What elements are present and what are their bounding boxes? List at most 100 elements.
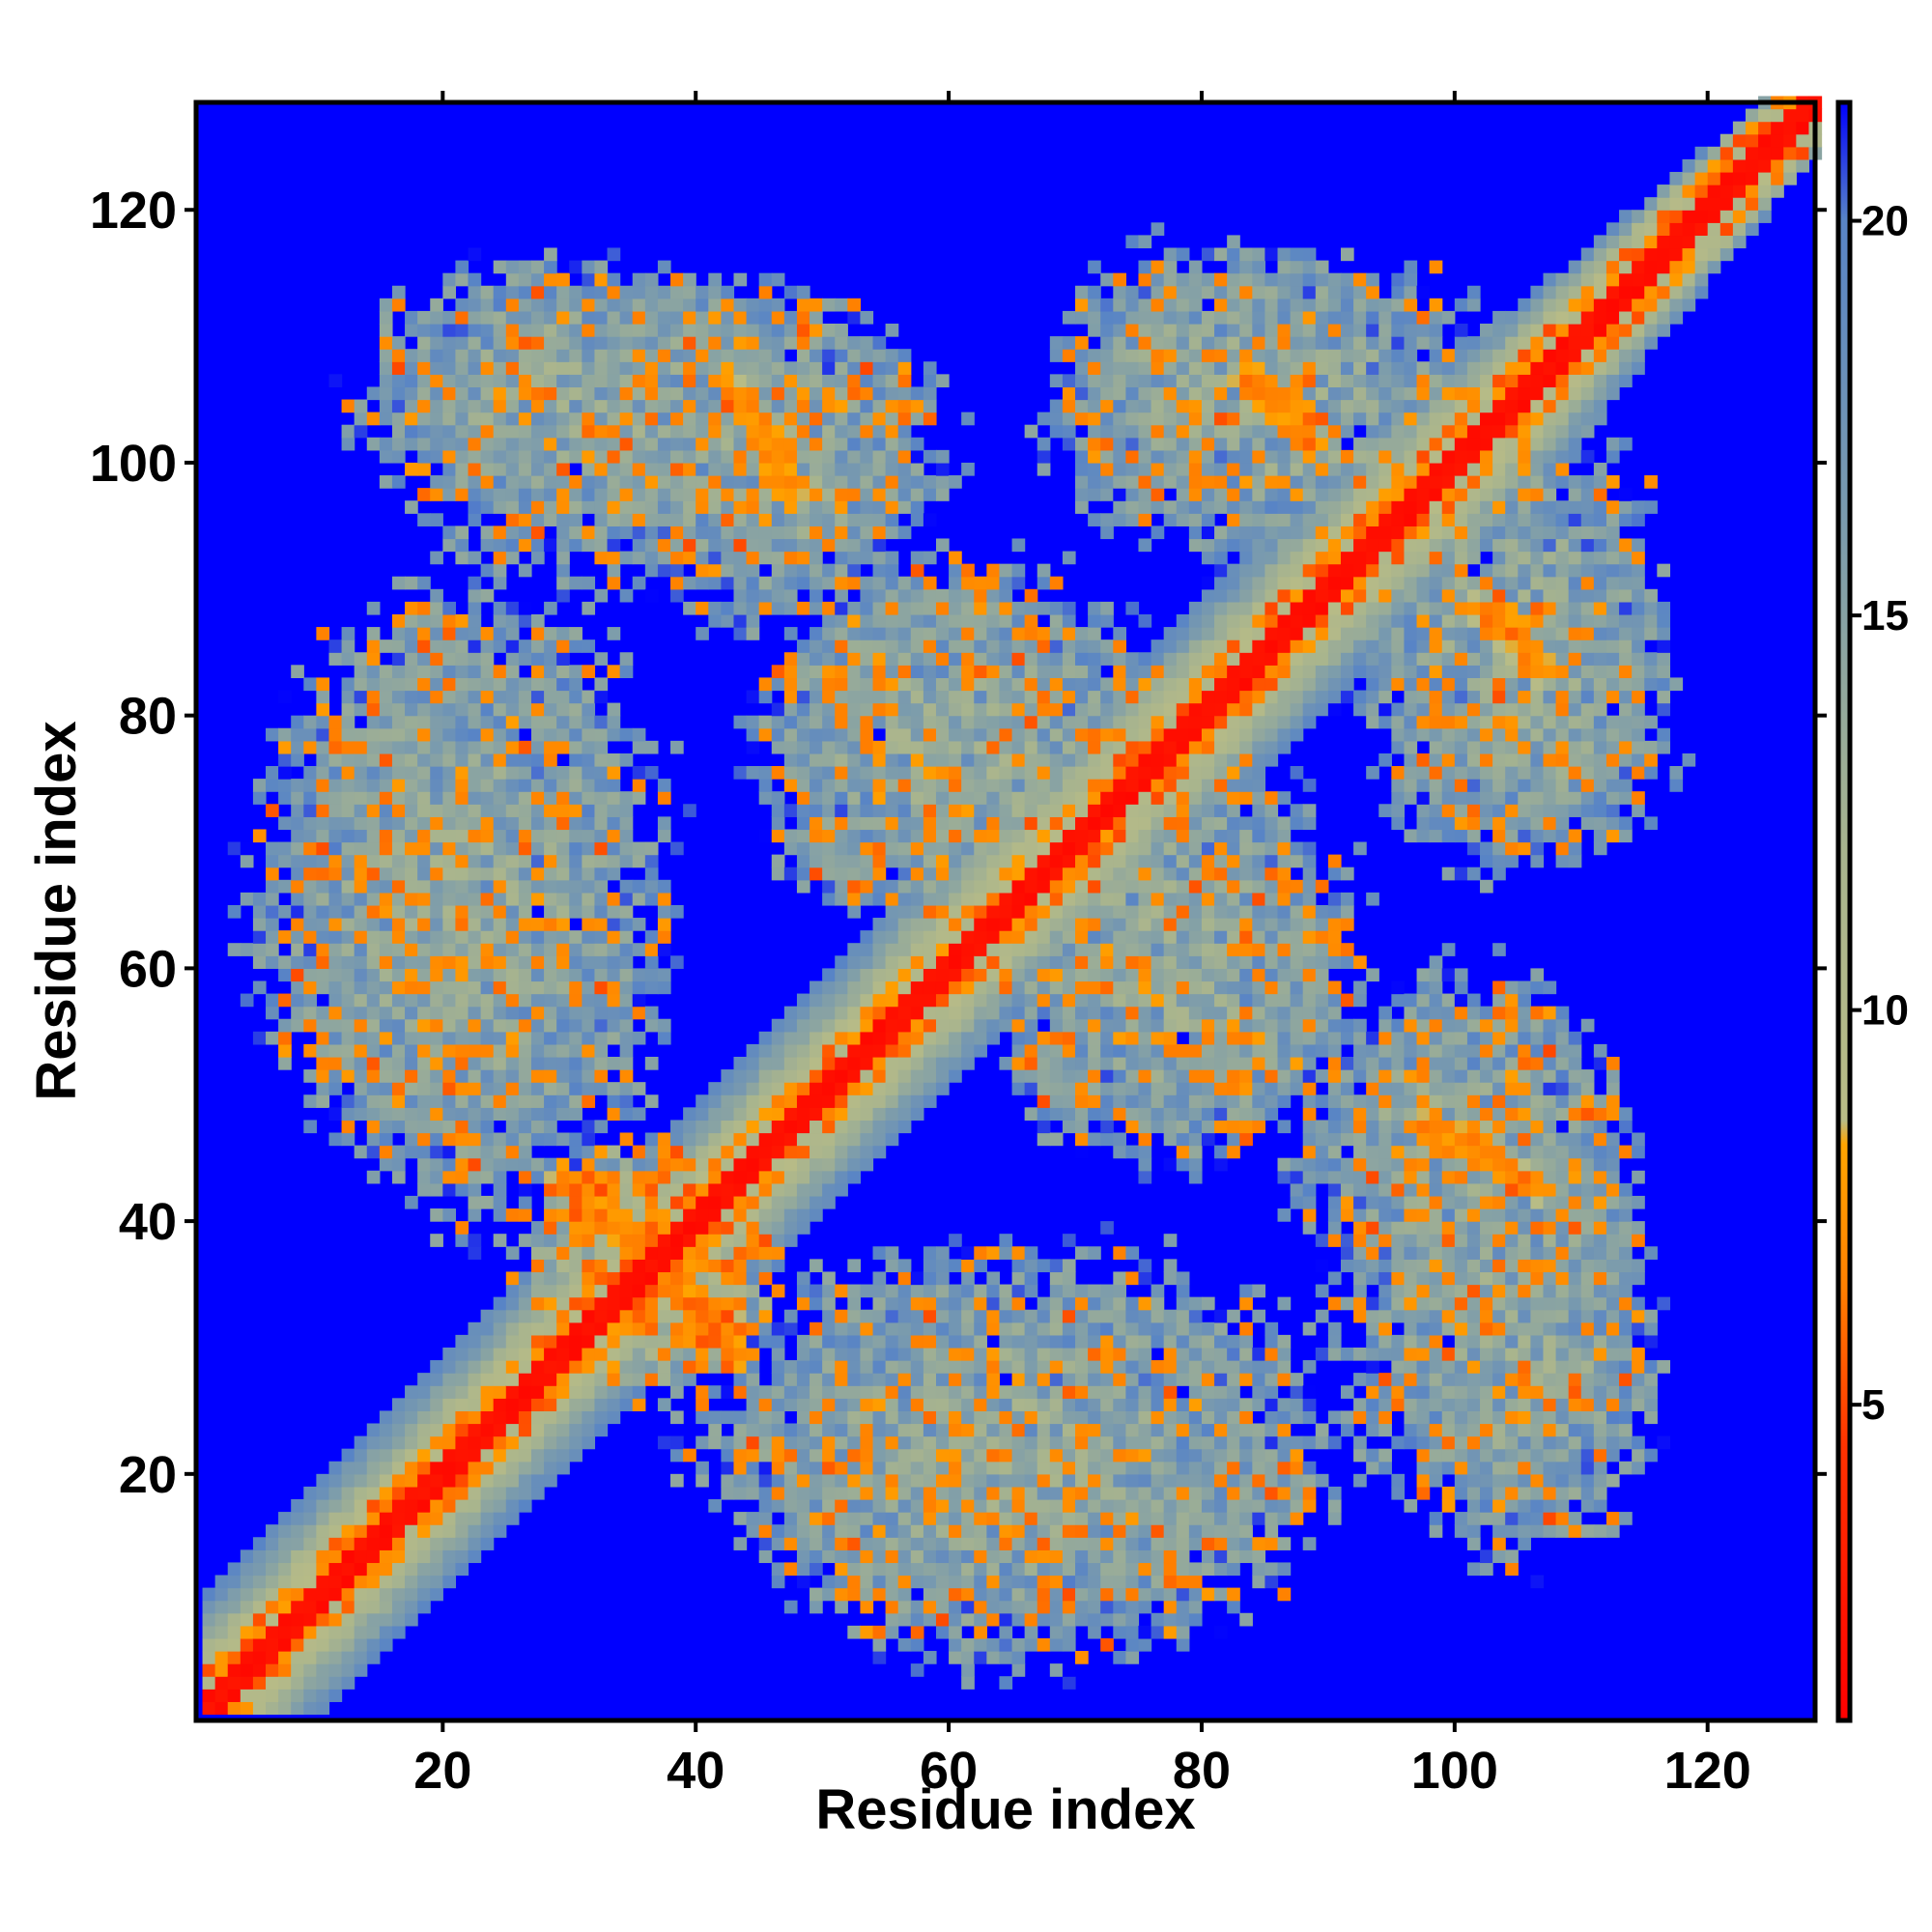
heatmap-cell: [721, 538, 735, 553]
heatmap-cell: [746, 361, 760, 375]
heatmap-cell: [1049, 740, 1064, 754]
heatmap-cell: [923, 386, 937, 401]
heatmap-cell: [657, 816, 671, 831]
heatmap-cell: [1049, 1069, 1064, 1083]
heatmap-cell: [252, 980, 267, 995]
heatmap-cell: [582, 260, 596, 274]
heatmap-cell: [910, 437, 924, 451]
heatmap-cell: [493, 1461, 507, 1475]
heatmap-cell: [758, 1537, 773, 1550]
heatmap-cell: [644, 424, 659, 439]
heatmap-cell: [721, 1435, 735, 1450]
heatmap-cell: [619, 475, 634, 489]
heatmap-cell: [493, 1524, 507, 1538]
heatmap-cell: [696, 627, 709, 640]
heatmap-cell: [961, 955, 975, 969]
heatmap-cell: [594, 462, 609, 476]
heatmap-cell: [847, 399, 862, 413]
heatmap-cell: [696, 1120, 709, 1134]
heatmap-cell: [379, 943, 393, 956]
heatmap-cell: [341, 1524, 355, 1538]
heatmap-cell: [961, 766, 975, 780]
heatmap-cell: [379, 1094, 393, 1108]
heatmap-cell: [949, 1360, 962, 1374]
heatmap-cell: [885, 386, 899, 401]
heatmap-cell: [594, 1195, 609, 1209]
heatmap-cell: [417, 374, 431, 388]
heatmap-cell: [822, 1575, 836, 1589]
heatmap-cell: [923, 665, 937, 679]
heatmap-cell: [1062, 892, 1076, 906]
heatmap-cell: [341, 1575, 355, 1589]
heatmap-cell: [910, 727, 924, 742]
heatmap-cell: [405, 576, 418, 590]
heatmap-cell: [923, 652, 937, 666]
heatmap-cell: [379, 1069, 393, 1083]
heatmap-cell: [556, 804, 570, 817]
heatmap-cell: [986, 1347, 1001, 1361]
heatmap-cell: [252, 1575, 267, 1589]
heatmap-cell: [544, 1043, 557, 1058]
heatmap-cell: [569, 766, 582, 780]
heatmap-cell: [594, 1398, 609, 1411]
heatmap-cell: [835, 588, 848, 603]
heatmap-cell: [897, 1537, 912, 1550]
heatmap-cell: [872, 1284, 887, 1298]
heatmap-cell: [758, 551, 773, 565]
heatmap-cell: [810, 513, 823, 526]
heatmap-cell: [291, 779, 304, 792]
heatmap-cell: [644, 437, 659, 451]
heatmap-cell: [480, 500, 495, 514]
heatmap-cell: [644, 1360, 659, 1374]
heatmap-cell: [1011, 892, 1026, 906]
heatmap-cell: [986, 665, 1001, 679]
heatmap-cell: [417, 1486, 431, 1500]
heatmap-cell: [683, 1334, 696, 1349]
heatmap-cell: [468, 918, 482, 931]
heatmap-cell: [405, 968, 418, 982]
heatmap-cell: [771, 324, 785, 337]
heatmap-cell: [278, 1663, 292, 1677]
heatmap-cell: [860, 627, 874, 640]
heatmap-cell: [999, 1246, 1013, 1260]
heatmap-cell: [810, 1043, 823, 1058]
heatmap-cell: [822, 563, 836, 578]
heatmap-cell: [530, 677, 545, 692]
heatmap-cell: [316, 854, 330, 868]
heatmap-cell: [721, 1145, 735, 1159]
heatmap-cell: [872, 1473, 887, 1488]
heatmap-cell: [430, 1031, 443, 1045]
heatmap-cell: [1037, 829, 1051, 843]
heatmap-cell: [910, 791, 924, 805]
heatmap-cell: [544, 1448, 557, 1463]
heatmap-cell: [810, 715, 823, 729]
heatmap-cell: [278, 1587, 292, 1602]
heatmap-cell: [1075, 1549, 1089, 1564]
heatmap-cell: [885, 715, 899, 729]
heatmap-cell: [480, 1486, 495, 1500]
heatmap-cell: [910, 1069, 924, 1083]
heatmap-cell: [493, 804, 507, 817]
heatmap-cell: [872, 665, 887, 679]
heatmap-cell: [847, 892, 862, 906]
heatmap-cell: [455, 854, 469, 868]
heatmap-cell: [822, 424, 836, 439]
heatmap-cell: [1037, 1082, 1051, 1095]
heatmap-cell: [708, 613, 722, 628]
heatmap-cell: [657, 1132, 671, 1147]
heatmap-cell: [696, 1094, 709, 1108]
heatmap-cell: [354, 892, 368, 906]
heatmap-cell: [885, 879, 899, 894]
heatmap-cell: [860, 462, 874, 476]
heatmap-cell: [758, 1309, 773, 1323]
heatmap-cell: [999, 1435, 1013, 1450]
heatmap-cell: [847, 1486, 862, 1500]
heatmap-cell: [910, 576, 924, 590]
heatmap-cell: [354, 1562, 368, 1577]
heatmap-cell: [1049, 1512, 1064, 1525]
heatmap-cell: [493, 349, 507, 362]
heatmap-cell: [455, 399, 469, 413]
heatmap-cell: [796, 462, 810, 476]
heatmap-cell: [860, 1334, 874, 1349]
heatmap-cell: [341, 399, 355, 413]
